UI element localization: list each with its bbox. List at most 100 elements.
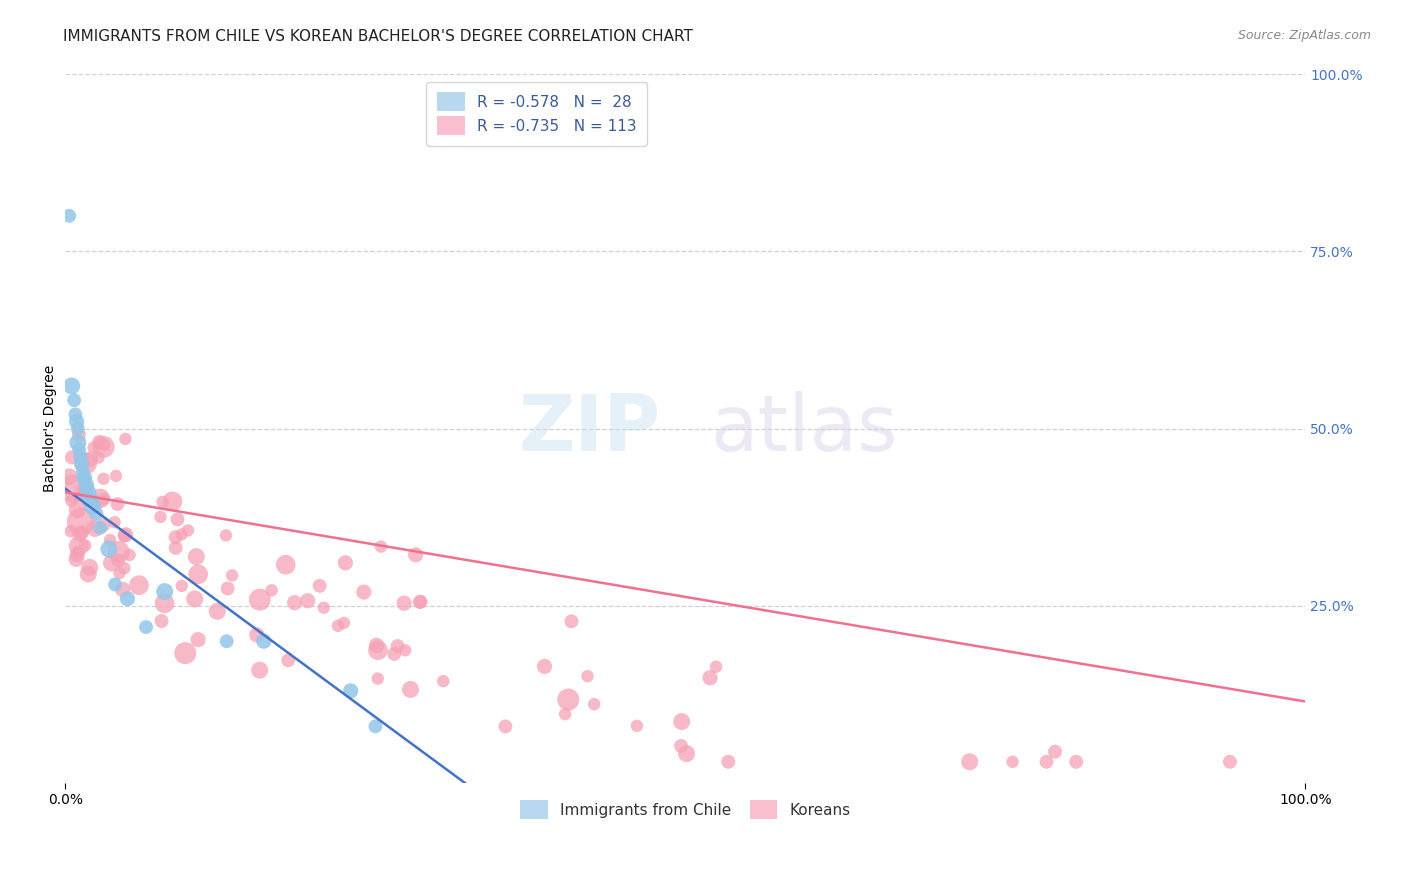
Point xyxy=(353,585,375,599)
Point xyxy=(82,500,104,514)
Point xyxy=(65,408,87,422)
Y-axis label: Bachelor's Degree: Bachelor's Degree xyxy=(44,365,58,492)
Point xyxy=(366,638,388,652)
Point xyxy=(89,521,111,535)
Point xyxy=(83,441,105,455)
Point xyxy=(66,548,89,562)
Point xyxy=(370,540,392,554)
Point xyxy=(326,619,349,633)
Point xyxy=(66,435,89,450)
Point xyxy=(669,739,692,753)
Point xyxy=(221,568,243,582)
Point xyxy=(67,539,90,553)
Point xyxy=(65,414,87,428)
Point xyxy=(70,457,93,471)
Point xyxy=(186,549,208,564)
Point xyxy=(67,442,90,457)
Point xyxy=(576,669,599,683)
Point xyxy=(91,518,114,533)
Point xyxy=(177,524,200,538)
Point xyxy=(79,560,101,574)
Point xyxy=(79,452,101,467)
Point xyxy=(153,596,176,610)
Point xyxy=(494,719,516,733)
Point xyxy=(274,558,297,572)
Point xyxy=(79,492,101,507)
Point xyxy=(76,478,98,492)
Point xyxy=(87,450,110,465)
Point xyxy=(84,521,107,535)
Point xyxy=(77,566,100,581)
Point xyxy=(117,591,139,606)
Point xyxy=(89,434,111,449)
Point xyxy=(107,497,129,511)
Point xyxy=(394,643,416,657)
Point xyxy=(409,595,432,609)
Point xyxy=(114,432,136,446)
Point xyxy=(308,579,330,593)
Point xyxy=(277,653,299,667)
Point xyxy=(67,427,90,442)
Point xyxy=(405,548,427,562)
Point xyxy=(89,491,111,506)
Point xyxy=(959,755,981,769)
Point xyxy=(93,472,115,486)
Point xyxy=(165,530,187,544)
Point xyxy=(554,707,576,722)
Text: Source: ZipAtlas.com: Source: ZipAtlas.com xyxy=(1237,29,1371,42)
Point xyxy=(382,647,405,661)
Point xyxy=(671,714,693,729)
Point xyxy=(86,507,108,521)
Point xyxy=(128,578,150,592)
Point xyxy=(60,379,83,393)
Text: IMMIGRANTS FROM CHILE VS KOREAN BACHELOR'S DEGREE CORRELATION CHART: IMMIGRANTS FROM CHILE VS KOREAN BACHELOR… xyxy=(63,29,693,44)
Point xyxy=(260,583,283,598)
Point xyxy=(69,527,91,541)
Point xyxy=(75,538,97,552)
Point xyxy=(70,525,93,540)
Point xyxy=(62,482,84,496)
Point xyxy=(114,527,136,541)
Point xyxy=(114,528,136,542)
Point xyxy=(717,755,740,769)
Point xyxy=(187,632,209,647)
Point xyxy=(297,593,319,607)
Point xyxy=(63,393,86,408)
Point xyxy=(409,595,432,609)
Point xyxy=(392,596,415,610)
Point xyxy=(118,548,141,562)
Point xyxy=(583,697,606,711)
Point xyxy=(97,542,120,557)
Point xyxy=(387,639,409,653)
Point xyxy=(174,646,197,660)
Point xyxy=(249,663,271,677)
Point xyxy=(367,672,389,686)
Point xyxy=(111,582,134,597)
Point xyxy=(333,615,356,630)
Point xyxy=(675,747,697,761)
Point xyxy=(432,674,454,689)
Point xyxy=(533,659,555,673)
Point xyxy=(170,527,193,541)
Point xyxy=(58,470,80,484)
Legend: Immigrants from Chile, Koreans: Immigrants from Chile, Koreans xyxy=(515,794,856,825)
Point xyxy=(249,592,271,607)
Point xyxy=(557,692,579,706)
Point xyxy=(253,634,276,648)
Point xyxy=(105,469,128,483)
Point xyxy=(153,584,176,599)
Point xyxy=(312,600,335,615)
Point xyxy=(215,528,238,542)
Point xyxy=(108,545,131,559)
Point xyxy=(69,515,91,529)
Point xyxy=(69,488,91,502)
Point xyxy=(284,596,307,610)
Text: ZIP: ZIP xyxy=(519,391,661,467)
Point xyxy=(93,440,115,454)
Point xyxy=(112,561,135,575)
Point xyxy=(107,553,129,567)
Point xyxy=(367,643,389,657)
Point xyxy=(58,209,80,223)
Point xyxy=(60,494,83,508)
Point xyxy=(1219,755,1241,769)
